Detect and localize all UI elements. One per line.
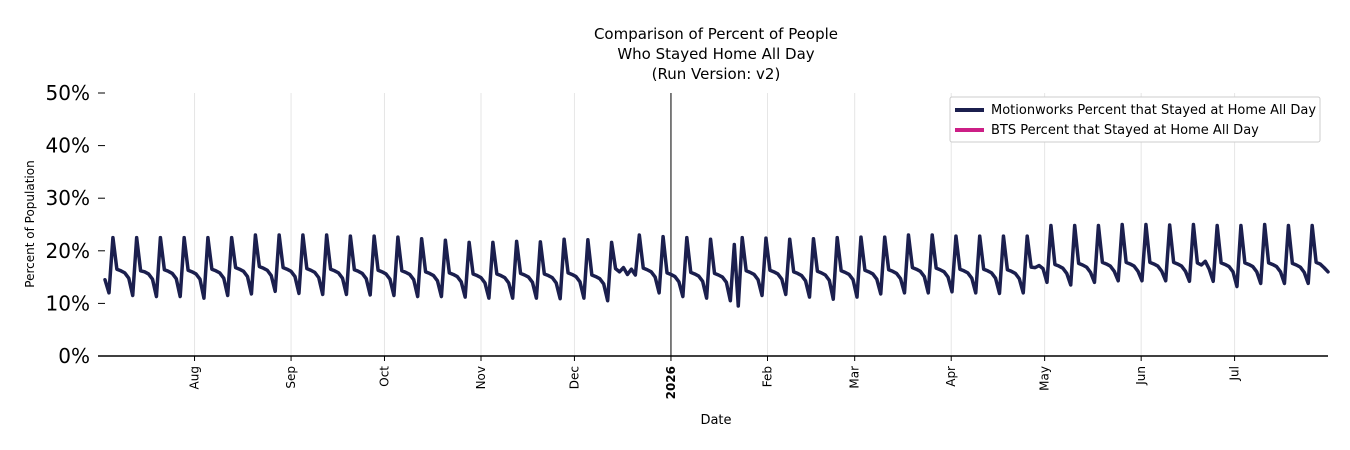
chart-title-line-1: Comparison of Percent of People — [594, 25, 838, 43]
legend-box — [949, 96, 1321, 143]
y-tick-label: 10% — [46, 291, 90, 315]
x-tick-label: Apr — [944, 366, 958, 387]
x-tick-label: May — [1038, 366, 1052, 391]
chart-title-line-2: Who Stayed Home All Day — [617, 45, 814, 63]
x-axis: Aug Sep Oct Nov Dec 2026 Feb Mar Apr May Jun Jul — [188, 356, 1242, 399]
y-tick-label: 20% — [46, 239, 90, 263]
chart-title: Comparison of Percent of People Who Stay… — [594, 25, 838, 83]
y-axis-label: Percent of Population — [23, 160, 37, 287]
x-tick-label: Jun — [1134, 366, 1148, 386]
x-tick-label: Jul — [1228, 366, 1242, 381]
y-tick-label: 50% — [46, 81, 90, 105]
chart-title-line-3: (Run Version: v2) — [652, 65, 781, 83]
legend: Motionworks Percent that Stayed at Home … — [949, 96, 1321, 143]
x-tick-label: Mar — [848, 366, 862, 389]
legend-label-bts: BTS Percent that Stayed at Home All Day — [991, 123, 1259, 138]
y-axis: 0% 10% 20% 30% 40% 50% — [46, 81, 105, 368]
plot-area — [103, 222, 1330, 308]
y-tick-label: 40% — [46, 134, 90, 158]
x-tick-label: Nov — [474, 366, 488, 389]
legend-label-motionworks: Motionworks Percent that Stayed at Home … — [991, 103, 1316, 118]
x-tick-label: 2026 — [664, 366, 678, 399]
x-tick-label: Oct — [377, 366, 391, 387]
x-axis-label: Date — [700, 413, 731, 428]
x-tick-label: Feb — [760, 366, 774, 387]
x-tick-label: Sep — [284, 366, 298, 389]
y-tick-label: 0% — [58, 344, 90, 368]
x-tick-label: Dec — [567, 366, 581, 389]
y-tick-label: 30% — [46, 186, 90, 210]
x-tick-label: Aug — [188, 366, 202, 389]
series-line-0 — [103, 222, 1330, 308]
